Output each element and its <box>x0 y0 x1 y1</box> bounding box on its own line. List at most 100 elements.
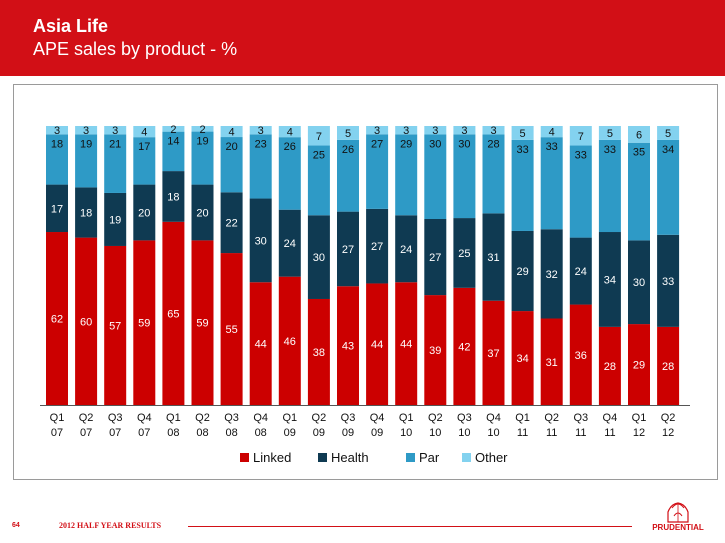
bar-segment-par <box>249 134 272 199</box>
slide-title: Asia Life <box>33 16 109 36</box>
data-label-health: 30 <box>313 252 325 264</box>
data-label-other: 7 <box>316 131 322 143</box>
legend-label-linked: Linked <box>253 450 291 465</box>
bar-segment-other <box>133 126 156 138</box>
bar-segment-linked <box>337 286 359 405</box>
bar-segment-other <box>162 126 185 132</box>
bar-segment-other <box>657 126 680 140</box>
data-label-other: 3 <box>54 125 60 137</box>
bar-segment-other <box>511 126 534 140</box>
data-label-linked: 43 <box>342 341 354 353</box>
x-tick-label: 12 <box>633 427 645 439</box>
data-label-par: 33 <box>516 144 528 156</box>
bar-segment-par <box>657 139 680 235</box>
bar-segment-par <box>337 139 359 212</box>
page-number: 64 <box>12 522 20 529</box>
x-tick-label: 08 <box>167 427 179 439</box>
data-label-linked: 55 <box>225 324 237 336</box>
bar-segment-health <box>278 209 301 277</box>
bar-segment-other <box>104 126 127 135</box>
data-label-linked: 28 <box>604 361 616 373</box>
slide-subtitle: APE sales by product - % <box>33 39 238 59</box>
data-label-other: 4 <box>287 127 293 139</box>
bar-segment-health <box>133 184 156 241</box>
legend-swatch-other <box>462 453 471 462</box>
data-label-linked: 29 <box>633 360 645 372</box>
x-tick-label: 11 <box>575 427 586 439</box>
x-tick-label: Q3 <box>573 412 588 424</box>
data-label-par: 19 <box>80 138 92 150</box>
legend-label-health: Health <box>331 450 369 465</box>
bar-segment-par <box>191 131 214 185</box>
x-tick-label: Q1 <box>50 412 65 424</box>
data-label-health: 24 <box>400 244 412 256</box>
bar-segment-other <box>278 126 301 138</box>
bar-segment-linked <box>511 311 534 405</box>
bar-segment-linked <box>453 287 476 405</box>
bar-segment-health <box>540 229 563 319</box>
brand-name: PRUDENTIAL <box>652 523 704 532</box>
x-tick-label: 09 <box>313 427 325 439</box>
bar-segment-other <box>366 126 389 135</box>
x-tick-label: Q3 <box>457 412 472 424</box>
data-label-health: 25 <box>458 248 470 260</box>
data-label-other: 7 <box>578 131 584 143</box>
bar-segment-par <box>569 145 592 238</box>
data-label-linked: 65 <box>167 308 179 320</box>
bar-segment-linked <box>278 276 301 405</box>
bar-segment-health <box>46 184 68 233</box>
data-label-par: 21 <box>109 138 121 150</box>
x-tick-label: 11 <box>517 427 528 439</box>
x-tick-label: Q2 <box>312 412 327 424</box>
data-label-linked: 59 <box>138 318 150 330</box>
data-label-health: 20 <box>138 207 150 219</box>
bar-segment-other <box>249 126 272 135</box>
bar-segment-par <box>278 137 301 210</box>
data-label-par: 30 <box>458 138 470 150</box>
data-label-linked: 44 <box>371 339 383 351</box>
bar-segment-par <box>453 134 476 219</box>
data-label-other: 5 <box>345 128 351 140</box>
bar-segment-other <box>337 126 359 140</box>
x-tick-label: 10 <box>458 427 470 439</box>
bar-segment-par <box>424 134 447 219</box>
bar-segment-linked <box>424 295 447 405</box>
data-label-other: 2 <box>170 124 176 136</box>
data-label-other: 3 <box>258 125 264 137</box>
x-tick-label: 08 <box>255 427 267 439</box>
data-label-par: 29 <box>400 138 412 150</box>
bar-segment-linked <box>46 232 68 405</box>
bar-segment-par <box>395 134 418 216</box>
bar-segment-other <box>220 126 243 138</box>
bar-segment-par <box>220 137 243 193</box>
data-label-par: 28 <box>487 138 499 150</box>
data-label-health: 22 <box>225 218 237 230</box>
data-label-health: 33 <box>662 276 674 288</box>
data-label-health: 30 <box>633 277 645 289</box>
data-label-other: 4 <box>549 127 555 139</box>
bar-segment-other <box>482 126 505 135</box>
x-tick-label: 10 <box>429 427 441 439</box>
x-tick-label: 07 <box>138 427 150 439</box>
data-label-linked: 38 <box>313 347 325 359</box>
data-label-par: 33 <box>604 144 616 156</box>
data-label-health: 27 <box>429 252 441 264</box>
data-label-linked: 62 <box>51 314 63 326</box>
data-label-linked: 34 <box>516 353 528 365</box>
data-label-other: 3 <box>374 125 380 137</box>
bar-segment-health <box>104 192 127 246</box>
bar-segment-par <box>46 134 68 185</box>
bar-segment-other <box>540 126 563 138</box>
bar-segment-linked <box>162 221 185 405</box>
bar-segment-other <box>46 126 68 135</box>
bar-segment-other <box>75 126 98 135</box>
data-label-linked: 60 <box>80 316 92 328</box>
bar-segment-other <box>424 126 447 135</box>
data-label-par: 26 <box>342 144 354 156</box>
x-tick-label: 10 <box>400 427 412 439</box>
data-label-other: 2 <box>199 124 205 136</box>
bar-segment-health <box>424 219 447 296</box>
data-label-health: 27 <box>371 241 383 253</box>
data-label-par: 30 <box>429 138 441 150</box>
data-label-health: 24 <box>575 266 587 278</box>
